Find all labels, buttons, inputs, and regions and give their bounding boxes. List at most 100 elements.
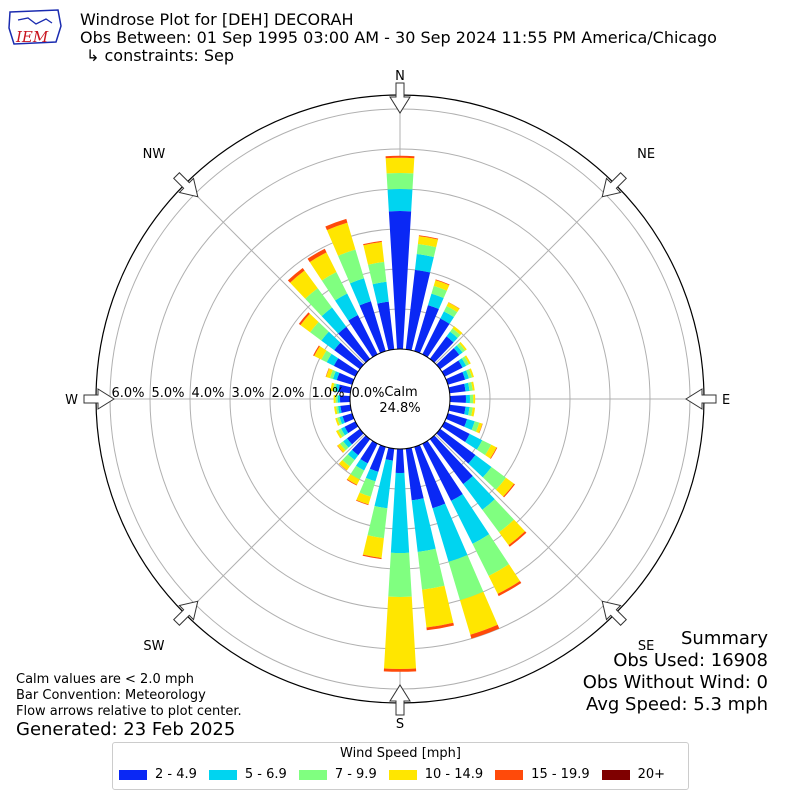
legend-item: 7 - 9.9: [298, 767, 377, 782]
windrose-bar-segment: [466, 369, 473, 379]
flow-arrow-icon: [601, 172, 627, 198]
windrose-bar-segment: [309, 252, 337, 281]
windrose-bar-segment: [338, 384, 352, 394]
windrose-bar-segment: [321, 350, 332, 363]
windrose-bar-segment: [333, 395, 336, 403]
windrose-bar-segment: [436, 428, 476, 464]
flow-arrow-shape: [601, 600, 627, 626]
windrose-bar-segment: [355, 459, 368, 471]
windrose-bar-segment: [333, 358, 359, 377]
windrose-bars: [287, 155, 527, 672]
flow-arrow-shape: [389, 684, 411, 716]
windrose-bar-segment: [475, 422, 483, 434]
windrose-bar-segment: [344, 421, 359, 434]
radial-label: 1.0%: [311, 386, 344, 401]
windrose-bar-segment: [334, 406, 338, 415]
windrose-bar-segment: [321, 272, 348, 301]
windrose-bar-segment: [482, 466, 506, 490]
radial-label: 0.0%: [351, 386, 384, 401]
windrose-bar-segment: [459, 591, 498, 635]
legend-swatch: [119, 769, 147, 780]
windrose-bar-segment: [411, 498, 436, 552]
summary-panel: Summary Obs Used: 16908 Obs Without Wind…: [583, 628, 768, 716]
windrose-bar-segment: [386, 173, 414, 190]
windrose-bar-segment: [335, 293, 358, 321]
windrose-bar-segment: [465, 394, 471, 404]
windrose-bar-segment: [441, 360, 463, 377]
windrose-bar-segment: [461, 356, 470, 366]
windrose-bar-segment: [448, 404, 466, 415]
legend-item: 15 - 19.9: [495, 767, 590, 782]
legend-items: 2 - 4.9 5 - 6.9 7 - 9.9 10 - 14.9 15 - 1…: [119, 767, 665, 782]
windrose-bar-segment: [469, 394, 474, 404]
windrose-bar-segment: [463, 476, 495, 510]
windrose-bar-segment: [416, 244, 437, 257]
windrose-bar-segment: [335, 417, 340, 426]
windrose-bar-segment: [482, 499, 515, 533]
windrose-bar-segment: [359, 477, 376, 497]
windrose-bar-segment: [355, 499, 369, 506]
windrose-bar-segment: [387, 188, 413, 212]
windrose-bar-segment: [469, 368, 474, 378]
chart-title: Windrose Plot for [DEH] DECORAH: [80, 10, 354, 29]
windrose-bar-segment: [414, 444, 446, 509]
windrose-bar-segment: [443, 306, 458, 318]
windrose-bar-segment: [464, 418, 475, 430]
flow-arrow-shape: [389, 82, 411, 114]
windrose-bar-segment: [446, 302, 460, 313]
windrose-bar-segment: [385, 157, 415, 174]
windrose-bar-segment: [338, 249, 365, 284]
windrose-bar-segment: [470, 624, 500, 639]
windrose-bar-segment: [445, 413, 468, 427]
windrose-bar-segment: [339, 441, 349, 451]
radial-labels: 0.0% 1.0% 2.0% 3.0% 4.0% 5.0% 6.0%: [111, 386, 384, 401]
windrose-bar-segment: [422, 440, 463, 501]
direction-label: W: [65, 393, 78, 408]
windrose-bar-segment: [363, 242, 385, 265]
windrose-bar-segment: [417, 236, 439, 248]
legend-label: 15 - 19.9: [531, 767, 590, 782]
windrose-bar-segment: [432, 503, 468, 562]
windrose-bar-segment: [356, 492, 371, 505]
legend-item: 5 - 6.9: [208, 767, 287, 782]
windrose-bar-segment: [464, 382, 470, 392]
windrose-bar-segment: [385, 155, 415, 159]
windrose-bar-segment: [362, 554, 382, 560]
windrose-bar-segment: [458, 358, 467, 368]
windrose-bar-segment: [385, 447, 395, 461]
legend-label: 2 - 4.9: [155, 767, 197, 782]
windrose-bar-segment: [414, 305, 439, 354]
calm-note: Calm values are < 2.0 mph: [16, 672, 195, 687]
legend-item: 20+: [601, 767, 666, 782]
windrose-bar-segment: [418, 235, 439, 240]
legend-swatch: [298, 769, 327, 780]
windrose-bar-segment: [338, 405, 342, 414]
flow-arrow-shape: [601, 172, 627, 198]
summary-obs-used: Obs Used: 16908: [613, 650, 768, 671]
windrose-bar-segment: [450, 328, 461, 338]
direction-label: E: [722, 393, 730, 408]
legend-label: 5 - 6.9: [244, 767, 287, 782]
summary-title: Summary: [681, 628, 768, 649]
flow-arrow-icon: [173, 600, 199, 626]
windrose-bar-segment: [349, 278, 371, 306]
windrose-bar-segment: [464, 355, 471, 365]
windrose-bar-segment: [449, 395, 466, 403]
legend-label: 20+: [637, 767, 666, 782]
windrose-bar-segment: [350, 465, 365, 480]
windrose-bar-segment: [446, 331, 458, 343]
windrose-bar-segment: [336, 372, 355, 385]
windrose-bar-segment: [451, 494, 490, 544]
windrose-bar-segment: [377, 301, 395, 351]
windrose-bar-segment: [405, 269, 431, 351]
windrose-bar-segment: [348, 314, 378, 358]
windrose-bar-segment: [338, 428, 345, 438]
windrose-bar-segment: [365, 468, 379, 482]
windrose-bar-segment: [427, 293, 444, 310]
windrose-bar-segment: [435, 279, 450, 286]
direction-label: S: [396, 717, 404, 732]
windrose-bar-segment: [335, 395, 338, 403]
windrose-bar-segment: [448, 302, 460, 309]
windrose-bar-segment: [471, 407, 476, 417]
direction-labels: N NE E SE S SW W NW: [65, 69, 730, 732]
